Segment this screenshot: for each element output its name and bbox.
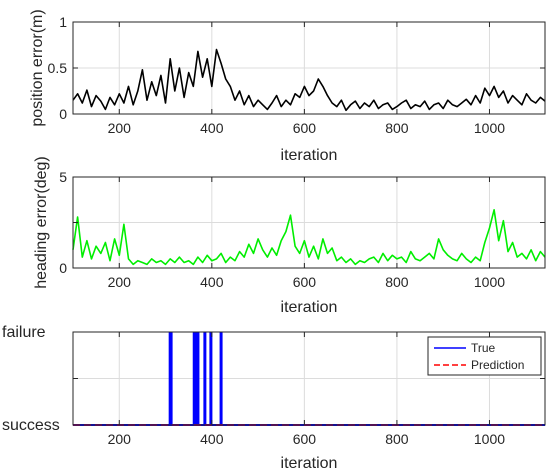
y-tick-label: 0	[59, 260, 67, 276]
x-tick-label: 600	[293, 120, 317, 136]
subplot-3: 200 400 600 800 1000 failure success iteration T…	[2, 324, 546, 472]
x-tick-label: 800	[385, 120, 409, 136]
x-tick-label: 600	[293, 431, 317, 447]
x-tick-label: 200	[108, 120, 132, 136]
y-tick-label: 0	[59, 106, 67, 122]
x-tick-label: 400	[200, 120, 224, 136]
legend-label: Prediction	[471, 358, 524, 372]
x-tick-label: 600	[293, 274, 317, 290]
position-error-line	[72, 48, 546, 112]
x-tick-label: 400	[200, 431, 224, 447]
x-tick-label: 800	[385, 431, 409, 447]
x-axis-label: iteration	[281, 455, 338, 472]
y-tick-label: 5	[59, 169, 67, 185]
x-axis-label: iteration	[281, 299, 338, 316]
x-tick-label: 1000	[474, 120, 505, 136]
x-tick-label: 200	[108, 431, 132, 447]
x-tick-label: 400	[200, 274, 224, 290]
y-tick-label: 0.5	[48, 60, 68, 76]
x-tick-label: 200	[108, 274, 132, 290]
legend: True Prediction	[427, 336, 542, 376]
x-tick-label: 1000	[474, 431, 505, 447]
heading-error-line	[72, 209, 546, 266]
subplot-1: 200 400 600 800 1000 0 0.5 1 iteration position e…	[29, 9, 546, 164]
x-axis-label: iteration	[281, 147, 338, 164]
legend-label: True	[471, 341, 496, 355]
y-axis-label: heading error(deg)	[33, 156, 50, 289]
y-tick-label: 1	[59, 14, 67, 30]
x-tick-label: 1000	[474, 274, 505, 290]
y-tick-label-success: success	[2, 417, 60, 434]
x-tick-label: 800	[385, 274, 409, 290]
legend-box	[427, 336, 542, 376]
y-axis-label: position error(m)	[29, 9, 46, 126]
subplot-2: 200 400 600 800 1000 0 5 iteration heading error…	[33, 156, 546, 316]
y-tick-label-failure: failure	[2, 324, 46, 341]
